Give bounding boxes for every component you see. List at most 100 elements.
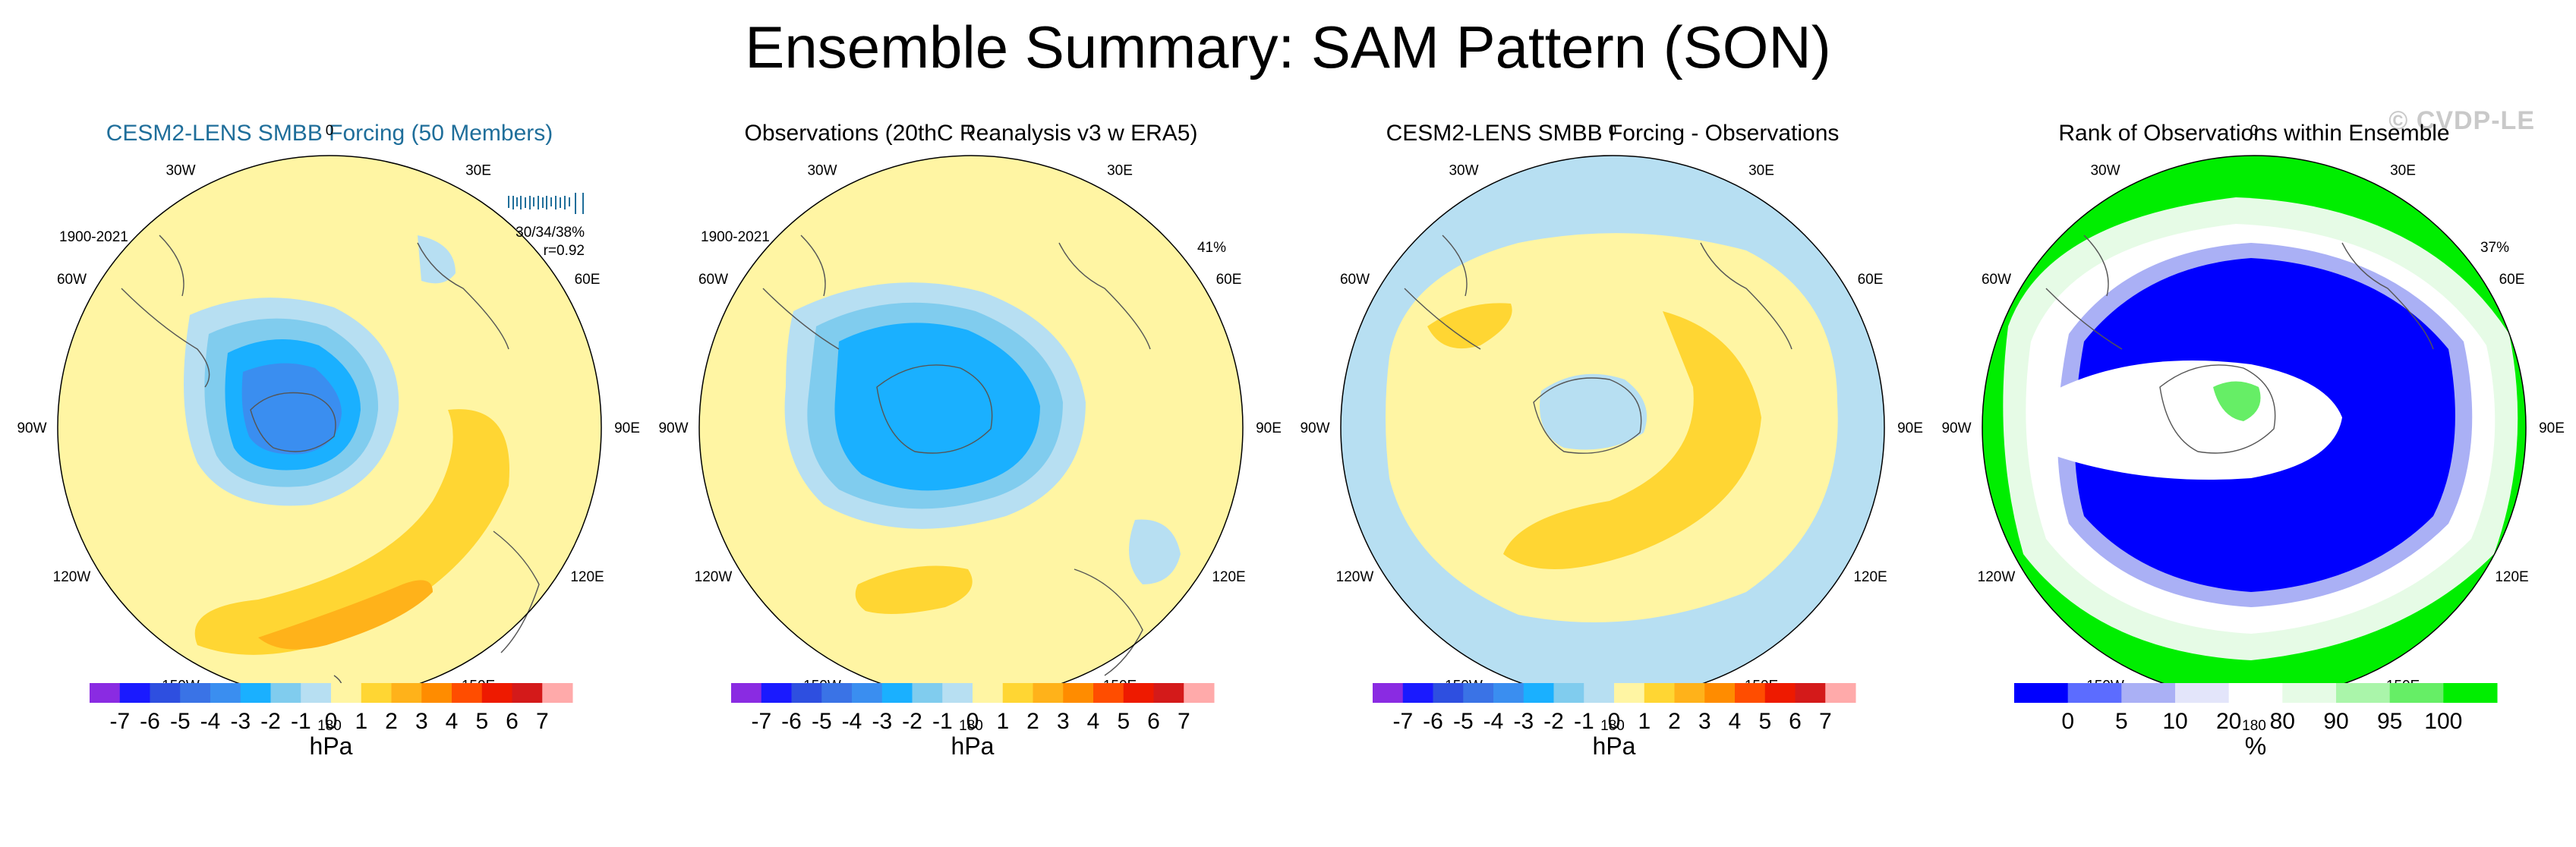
colorbar-tick-label: -7	[1392, 709, 1413, 734]
colorbar-swatch	[481, 683, 512, 703]
colorbar: -7 -6 -5 -4 -3 -2 -1 0 1 2 3 4 5 6 7 hPa	[1373, 683, 1856, 760]
field-high	[855, 565, 973, 614]
colorbar-tick-label: 4	[446, 709, 459, 734]
field-low-3	[834, 323, 1040, 491]
lon-label: 0	[1609, 123, 1617, 139]
colorbar: 0 5 10 20 80 90 95 100%	[2014, 683, 2498, 760]
contour-fields	[699, 156, 1243, 699]
colorbar-tick-label: 2	[1026, 709, 1039, 734]
lon-label: 120E	[570, 569, 604, 585]
colorbar-swatch	[912, 683, 943, 703]
colorbar-tick-label: 4	[1729, 709, 1742, 734]
figure-title: Ensemble Summary: SAM Pattern (SON)	[745, 14, 1831, 80]
colorbar-tick-label: 0	[325, 709, 338, 734]
colorbar-swatch	[150, 683, 181, 703]
colorbar-swatch	[2282, 683, 2337, 703]
colorbar-unit: hPa	[310, 732, 353, 760]
colorbar-tick-label: 80	[2270, 709, 2295, 734]
lon-label: 120E	[2495, 569, 2528, 585]
colorbar-swatch	[2067, 683, 2122, 703]
lon-label: 60W	[57, 272, 87, 288]
lon-label: 120W	[695, 569, 733, 585]
colorbar-swatch	[1553, 683, 1584, 703]
colorbar-tick-label: -4	[1483, 709, 1504, 734]
panel-title: Rank of Observations within Ensemble	[2058, 121, 2450, 146]
contour-fields	[58, 156, 601, 699]
colorbar-tick-label: 6	[506, 709, 519, 734]
lon-label: 30W	[807, 163, 837, 179]
lon-label: 90E	[614, 420, 640, 436]
colorbar-tick-label: -2	[902, 709, 922, 734]
colorbar-tick-label: -5	[170, 709, 191, 734]
lon-label: 90W	[1300, 420, 1329, 436]
lon-label: 90E	[1256, 420, 1282, 436]
watermark: © CVDP-LE	[2388, 106, 2535, 135]
colorbar-swatch	[301, 683, 332, 703]
lon-label: 30E	[1107, 163, 1133, 179]
colorbar-swatch	[1373, 683, 1404, 703]
polar-map: 37% 030E60E90E120E150E180150W120W90W60W3…	[1941, 123, 2564, 760]
colorbar-swatch	[542, 683, 573, 703]
colorbar-tick-label: 5	[475, 709, 488, 734]
lon-label: 30W	[2090, 163, 2120, 179]
lon-label: 180	[2242, 718, 2266, 734]
panel-difference: CESM2-LENS SMBB Forcing - Observations 0…	[1291, 114, 1934, 842]
colorbar-swatch	[1184, 683, 1215, 703]
colorbar-tick-label: -3	[230, 709, 251, 734]
colorbar-tick-label: -1	[1574, 709, 1594, 734]
colorbar-tick-label: 7	[1819, 709, 1832, 734]
colorbar-tick-label: -6	[140, 709, 160, 734]
colorbar-tick-label: 20	[2216, 709, 2241, 734]
colorbar: -7 -6 -5 -4 -3 -2 -1 0 1 2 3 4 5 6 7 hPa	[731, 683, 1215, 760]
lon-label: 30E	[1748, 163, 1774, 179]
lon-label: 0	[967, 123, 976, 139]
polar-map: 1900-2021 30/34/38% r=0.92 030E60E90E120…	[17, 123, 640, 760]
period-label: 1900-2021	[59, 229, 128, 245]
colorbar-tick-label: 1	[1638, 709, 1651, 734]
colorbar-swatch	[1614, 683, 1645, 703]
colorbar-unit: %	[2245, 732, 2266, 760]
lon-label: 180	[317, 718, 342, 734]
colorbar: -7 -6 -5 -4 -3 -2 -1 0 1 2 3 4 5 6 7 hPa	[90, 683, 573, 760]
colorbar-tick-label: 95	[2377, 709, 2402, 734]
lon-label: 60E	[1216, 272, 1242, 288]
colorbar-swatch	[1704, 683, 1736, 703]
coastlines	[1404, 235, 1792, 454]
colorbar-tick-label: 6	[1789, 709, 1802, 734]
colorbar-tick-label: 7	[1178, 709, 1190, 734]
colorbar-tick-label: 10	[2162, 709, 2187, 734]
colorbar-swatch	[731, 683, 762, 703]
colorbar-swatch	[852, 683, 883, 703]
colorbar-swatch	[90, 683, 121, 703]
colorbar-swatch	[2228, 683, 2283, 703]
lon-label: 90W	[17, 420, 46, 436]
colorbar-swatch	[1093, 683, 1124, 703]
colorbar-tick-label: 5	[2115, 709, 2128, 734]
colorbar-swatch	[1825, 683, 1856, 703]
colorbar-swatch	[1493, 683, 1524, 703]
field-low-4	[241, 363, 342, 455]
colorbar-swatch	[1735, 683, 1766, 703]
colorbar-tick-label: -2	[260, 709, 281, 734]
field-high-2	[1503, 311, 1761, 569]
correlation-label: r=0.92	[544, 243, 585, 259]
colorbar-tick-label: 6	[1147, 709, 1160, 734]
colorbar-tick-label: 3	[1057, 709, 1070, 734]
colorbar-swatch	[1644, 683, 1675, 703]
colorbar-tick-label: 0	[2061, 709, 2074, 734]
panel-rank: Rank of Observations within Ensemble 37%…	[1932, 114, 2576, 842]
variance-label: 30/34/38%	[516, 225, 585, 241]
coastlines	[762, 235, 1151, 676]
lon-label: 60W	[698, 272, 728, 288]
lon-label: 0	[326, 123, 334, 139]
colorbar-tick-label: -1	[932, 709, 953, 734]
lon-label: 30W	[1449, 163, 1478, 179]
coastlines	[2045, 235, 2434, 454]
lon-label: 90W	[1941, 420, 1971, 436]
colorbar-tick-label: -3	[1513, 709, 1534, 734]
colorbar-tick-label: -5	[1453, 709, 1474, 734]
rank-fields	[1982, 156, 2526, 699]
polar-map: 030E60E90E120E150E180150W120W90W60W30W -…	[1300, 123, 1922, 760]
colorbar-swatch	[1033, 683, 1064, 703]
colorbar-swatch	[821, 683, 853, 703]
